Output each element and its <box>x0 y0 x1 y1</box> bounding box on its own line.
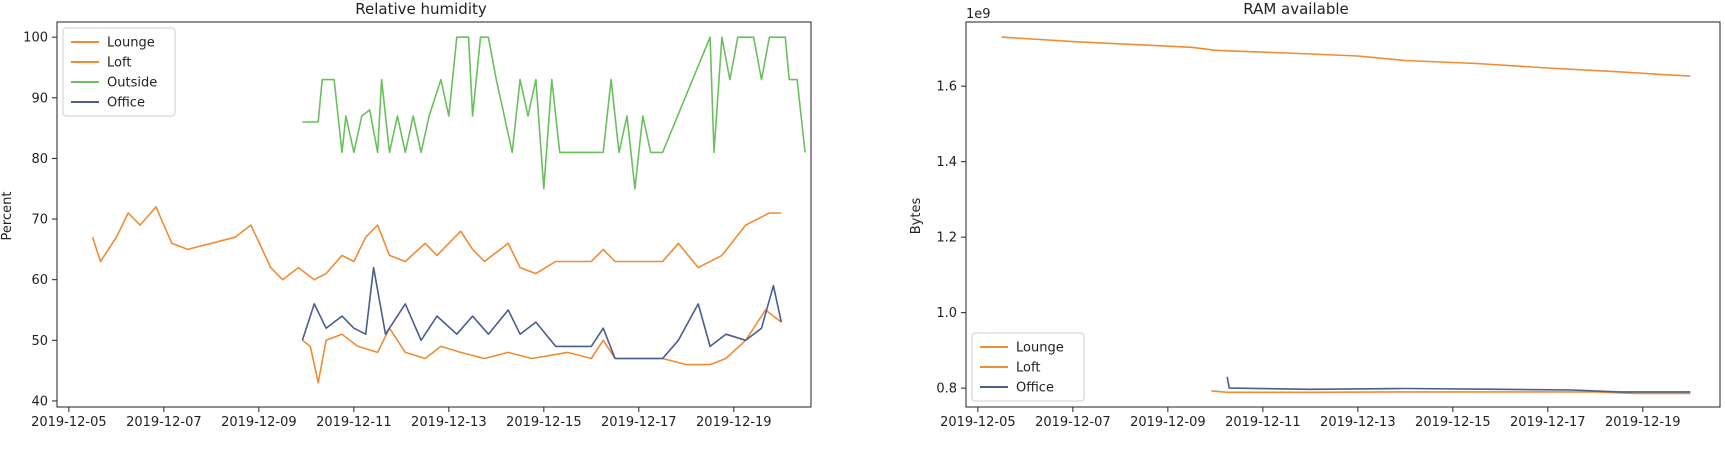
series-line-lounge <box>301 309 782 384</box>
chart-title: Relative humidity <box>355 0 487 18</box>
x-tick-label: 2019-12-15 <box>506 415 582 430</box>
y-tick-label: 1.6 <box>936 80 957 95</box>
y-tick-label: 50 <box>31 334 48 349</box>
x-tick-label: 2019-12-07 <box>1035 415 1111 430</box>
y-tick-label: 100 <box>23 31 48 46</box>
x-tick-label: 2019-12-05 <box>31 415 107 430</box>
x-tick-label: 2019-12-13 <box>1320 415 1396 430</box>
series-group <box>1001 36 1691 395</box>
series-line-office <box>301 266 783 360</box>
y-axis-label: Percent <box>0 192 15 241</box>
x-tick-label: 2019-12-19 <box>1605 415 1681 430</box>
y-tick-label: 1.2 <box>936 231 957 246</box>
humidity-chart: Relative humidity Percent 2019-12-05 2019… <box>0 0 812 430</box>
chart-title: RAM available <box>1243 0 1349 18</box>
series-line-loft <box>1211 390 1691 395</box>
x-tick-label: 2019-12-09 <box>221 415 297 430</box>
axis-ticks: 2019-12-05 2019-12-07 2019-12-09 2019-12-11… <box>936 80 1680 430</box>
legend: Lounge Loft Office <box>971 332 1085 402</box>
ram-chart: RAM available Bytes 1e9 2019-12-05 2019-1… <box>909 0 1721 430</box>
axis-ticks: 2019-12-05 2019-12-07 2019-12-09 2019-12-11… <box>23 31 771 430</box>
y-offset-text: 1e9 <box>966 7 991 22</box>
x-tick-label: 2019-12-13 <box>411 415 487 430</box>
legend-box <box>971 332 1085 402</box>
legend-label: Office <box>107 96 145 111</box>
legend-label: Office <box>1016 381 1054 396</box>
series-line-office <box>1226 376 1691 393</box>
plot-frame <box>965 21 1721 408</box>
x-tick-label: 2019-12-07 <box>126 415 202 430</box>
x-tick-label: 2019-12-19 <box>696 415 772 430</box>
y-tick-label: 80 <box>31 152 48 167</box>
y-tick-label: 1.4 <box>936 155 957 170</box>
x-tick-label: 2019-12-15 <box>1415 415 1491 430</box>
x-tick-label: 2019-12-11 <box>1225 415 1301 430</box>
x-tick-label: 2019-12-09 <box>1130 415 1206 430</box>
legend-box <box>62 27 176 117</box>
series-line-lounge <box>1001 36 1691 77</box>
legend-label: Lounge <box>1016 341 1064 356</box>
plot-frame <box>56 21 812 408</box>
legend-label: Lounge <box>107 36 155 51</box>
y-tick-label: 1.0 <box>936 306 957 321</box>
y-tick-label: 90 <box>31 91 48 106</box>
y-axis-label: Bytes <box>909 198 924 235</box>
series-line-outside <box>302 36 806 190</box>
y-tick-label: 0.8 <box>936 382 957 397</box>
legend-label: Loft <box>107 56 131 71</box>
series-line-loft <box>91 206 782 281</box>
x-tick-label: 2019-12-11 <box>316 415 392 430</box>
legend: Lounge Loft Outside Office <box>62 27 176 117</box>
x-tick-label: 2019-12-17 <box>601 415 677 430</box>
legend-label: Outside <box>107 76 157 91</box>
y-tick-label: 60 <box>31 273 48 288</box>
series-group <box>91 36 806 384</box>
x-tick-label: 2019-12-05 <box>940 415 1016 430</box>
x-tick-label: 2019-12-17 <box>1510 415 1586 430</box>
legend-label: Loft <box>1016 361 1040 376</box>
y-tick-label: 70 <box>31 213 48 228</box>
y-tick-label: 40 <box>31 394 48 409</box>
